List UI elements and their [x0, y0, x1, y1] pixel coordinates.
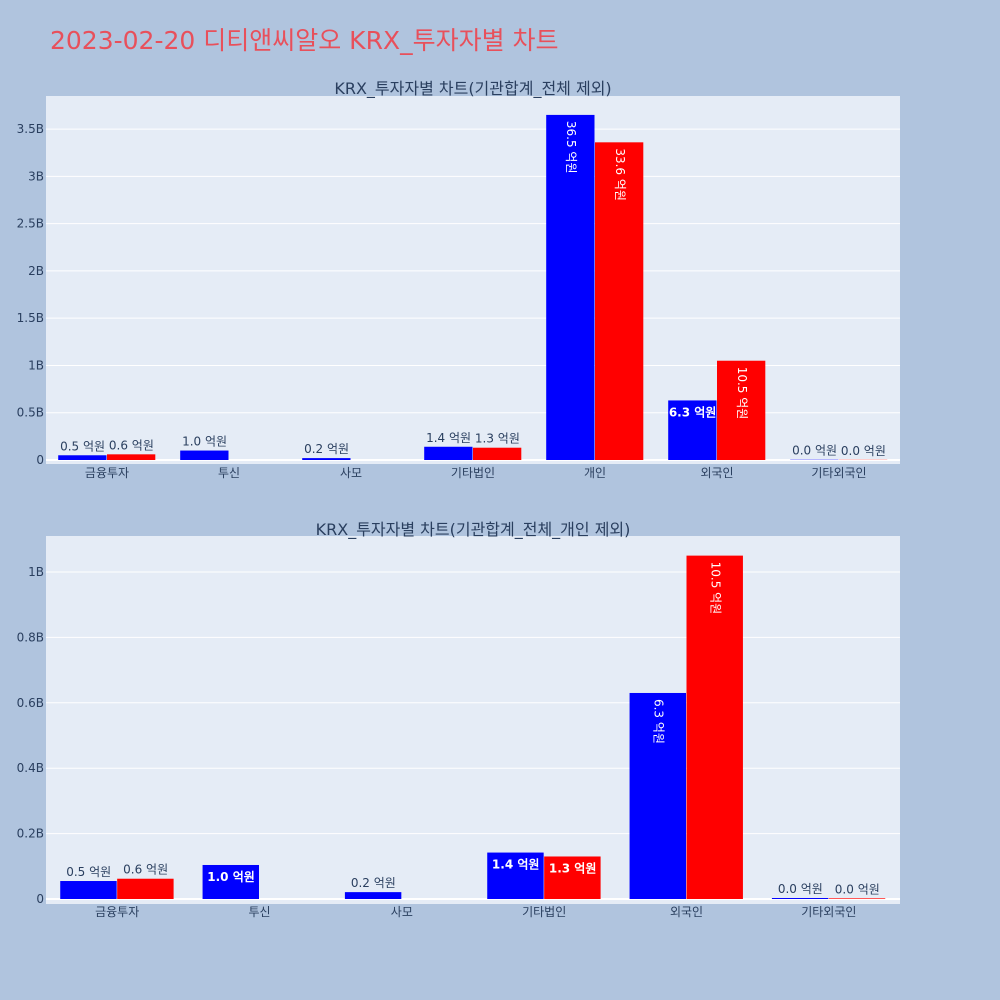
- y-tick-label: 3.5B: [17, 122, 44, 136]
- bar: [487, 852, 544, 899]
- data-label: 1.3 억원: [475, 432, 520, 446]
- bar: [629, 692, 686, 899]
- bar: [473, 447, 522, 460]
- chart-title-top: KRX_투자자별 차트(기관합계_전체 제외): [334, 79, 611, 99]
- bar: [60, 881, 117, 899]
- x-tick-label: 투신: [248, 905, 270, 919]
- chart-top: KRX_투자자별 차트(기관합계_전체 제외) 0 0.5B 1B 1.5B 2B 2.5…: [17, 79, 900, 480]
- y-tick-label: 0: [36, 453, 44, 467]
- x-tick-label: 외국인: [670, 905, 703, 919]
- data-label: 1.0 억원: [182, 435, 227, 449]
- data-label: 1.0 억원: [207, 870, 255, 884]
- data-label: 0.0 억원: [835, 882, 880, 896]
- bar: [828, 898, 886, 899]
- plot-area-bottom: [46, 536, 900, 904]
- x-tick-label: 사모: [340, 466, 362, 480]
- y-tick-label: 0.4B: [17, 761, 44, 775]
- bar: [546, 114, 595, 460]
- plot-area-top: [46, 96, 900, 464]
- y-tick-label: 0.2B: [17, 827, 44, 841]
- y-tick-label: 1B: [28, 358, 44, 372]
- x-tick-label: 개인: [584, 466, 606, 480]
- data-label: 1.3 억원: [549, 861, 597, 875]
- data-label: 0.0 억원: [841, 444, 886, 458]
- data-label: 1.4 억원: [426, 431, 471, 445]
- data-label: 0.0 억원: [778, 882, 823, 896]
- data-label: 0.2 억원: [351, 876, 396, 890]
- data-label: 10.5 억원: [735, 367, 749, 420]
- bar: [771, 898, 829, 899]
- data-label: 6.3 억원: [669, 405, 717, 419]
- bar: [344, 892, 402, 899]
- bar: [58, 455, 107, 460]
- bar: [544, 856, 601, 899]
- x-tick-label: 투신: [218, 466, 240, 480]
- x-tick-label: 금융투자: [85, 466, 129, 480]
- bar: [107, 454, 156, 460]
- x-tick-label: 기타법인: [522, 905, 566, 919]
- data-label: 10.5 억원: [708, 562, 722, 615]
- x-tick-label: 기타외국인: [811, 466, 866, 480]
- x-tick-label: 금융투자: [95, 905, 139, 919]
- data-label: 0.0 억원: [792, 444, 837, 458]
- bar: [180, 450, 229, 460]
- data-label: 36.5 억원: [564, 121, 578, 174]
- y-tick-label: 0: [36, 892, 44, 906]
- x-tick-label: 기타법인: [451, 466, 495, 480]
- bar: [117, 878, 174, 899]
- y-tick-label: 1.5B: [17, 311, 44, 325]
- chart-bottom: KRX_투자자별 차트(기관합계_전체_개인 제외) 0 0.2B 0.4B 0.6B…: [17, 520, 900, 919]
- y-tick-label: 0.6B: [17, 696, 44, 710]
- x-tick-label: 외국인: [700, 466, 733, 480]
- data-label: 0.6 억원: [123, 863, 168, 877]
- data-label: 0.2 억원: [304, 442, 349, 456]
- bar: [686, 555, 743, 899]
- bar: [668, 400, 717, 460]
- y-tick-label: 1B: [28, 565, 44, 579]
- page-title: 2023-02-20 디티앤씨알오 KRX_투자자별 차트: [50, 26, 559, 55]
- y-tick-label: 3B: [28, 169, 44, 183]
- bar: [202, 864, 259, 899]
- bar: [424, 446, 473, 460]
- x-tick-label: 사모: [391, 905, 413, 919]
- data-label: 6.3 억원: [652, 699, 666, 744]
- y-tick-label: 2B: [28, 264, 44, 278]
- bar: [717, 360, 766, 460]
- bar: [302, 458, 351, 460]
- data-label: 1.4 억원: [492, 858, 540, 872]
- y-tick-label: 0.8B: [17, 630, 44, 644]
- x-tick-label: 기타외국인: [801, 905, 856, 919]
- y-tick-label: 2.5B: [17, 217, 44, 231]
- data-label: 0.6 억원: [109, 438, 154, 452]
- data-label: 0.5 억원: [60, 439, 105, 453]
- chart-title-bottom: KRX_투자자별 차트(기관합계_전체_개인 제외): [316, 520, 631, 540]
- data-label: 33.6 억원: [613, 148, 627, 201]
- data-label: 0.5 억원: [66, 865, 111, 879]
- bar: [595, 142, 644, 460]
- y-tick-label: 0.5B: [17, 406, 44, 420]
